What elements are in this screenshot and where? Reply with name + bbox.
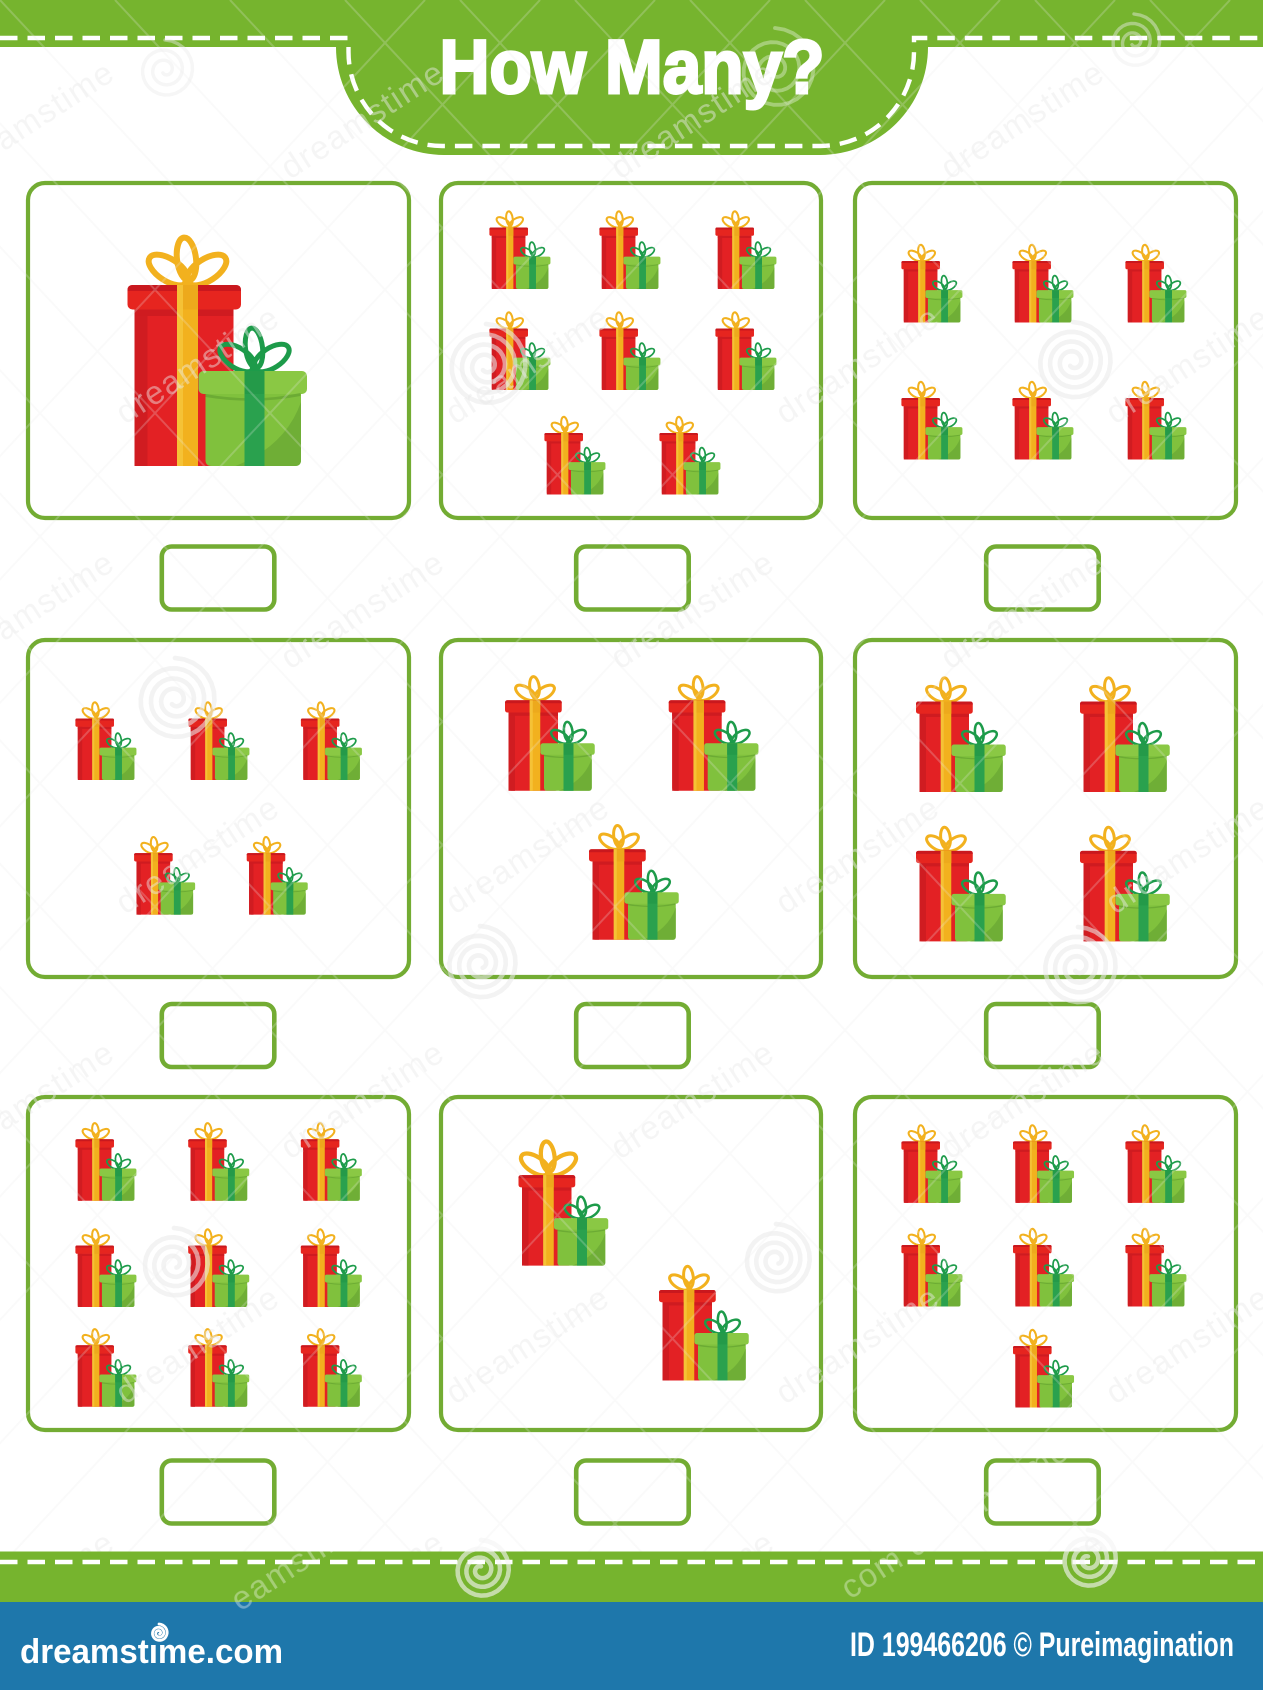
- svg-text:dreamstime: dreamstime: [0, 53, 121, 186]
- svg-text:dreamstıme.com: dreamstıme.com: [20, 1633, 283, 1671]
- svg-text:dreamstime: dreamstime: [604, 1033, 781, 1166]
- svg-text:dreamstime: dreamstime: [0, 543, 121, 676]
- svg-text:dreamstime: dreamstime: [769, 1278, 946, 1411]
- svg-text:dreamstime: dreamstime: [274, 1033, 451, 1166]
- svg-text:dreamstime: dreamstime: [439, 1278, 616, 1411]
- svg-text:ID 199466206 © Pureimagination: ID 199466206 © Pureimagination: [850, 1626, 1234, 1664]
- svg-text:dreamstime: dreamstime: [274, 543, 451, 676]
- svg-text:How Many?: How Many?: [440, 25, 825, 110]
